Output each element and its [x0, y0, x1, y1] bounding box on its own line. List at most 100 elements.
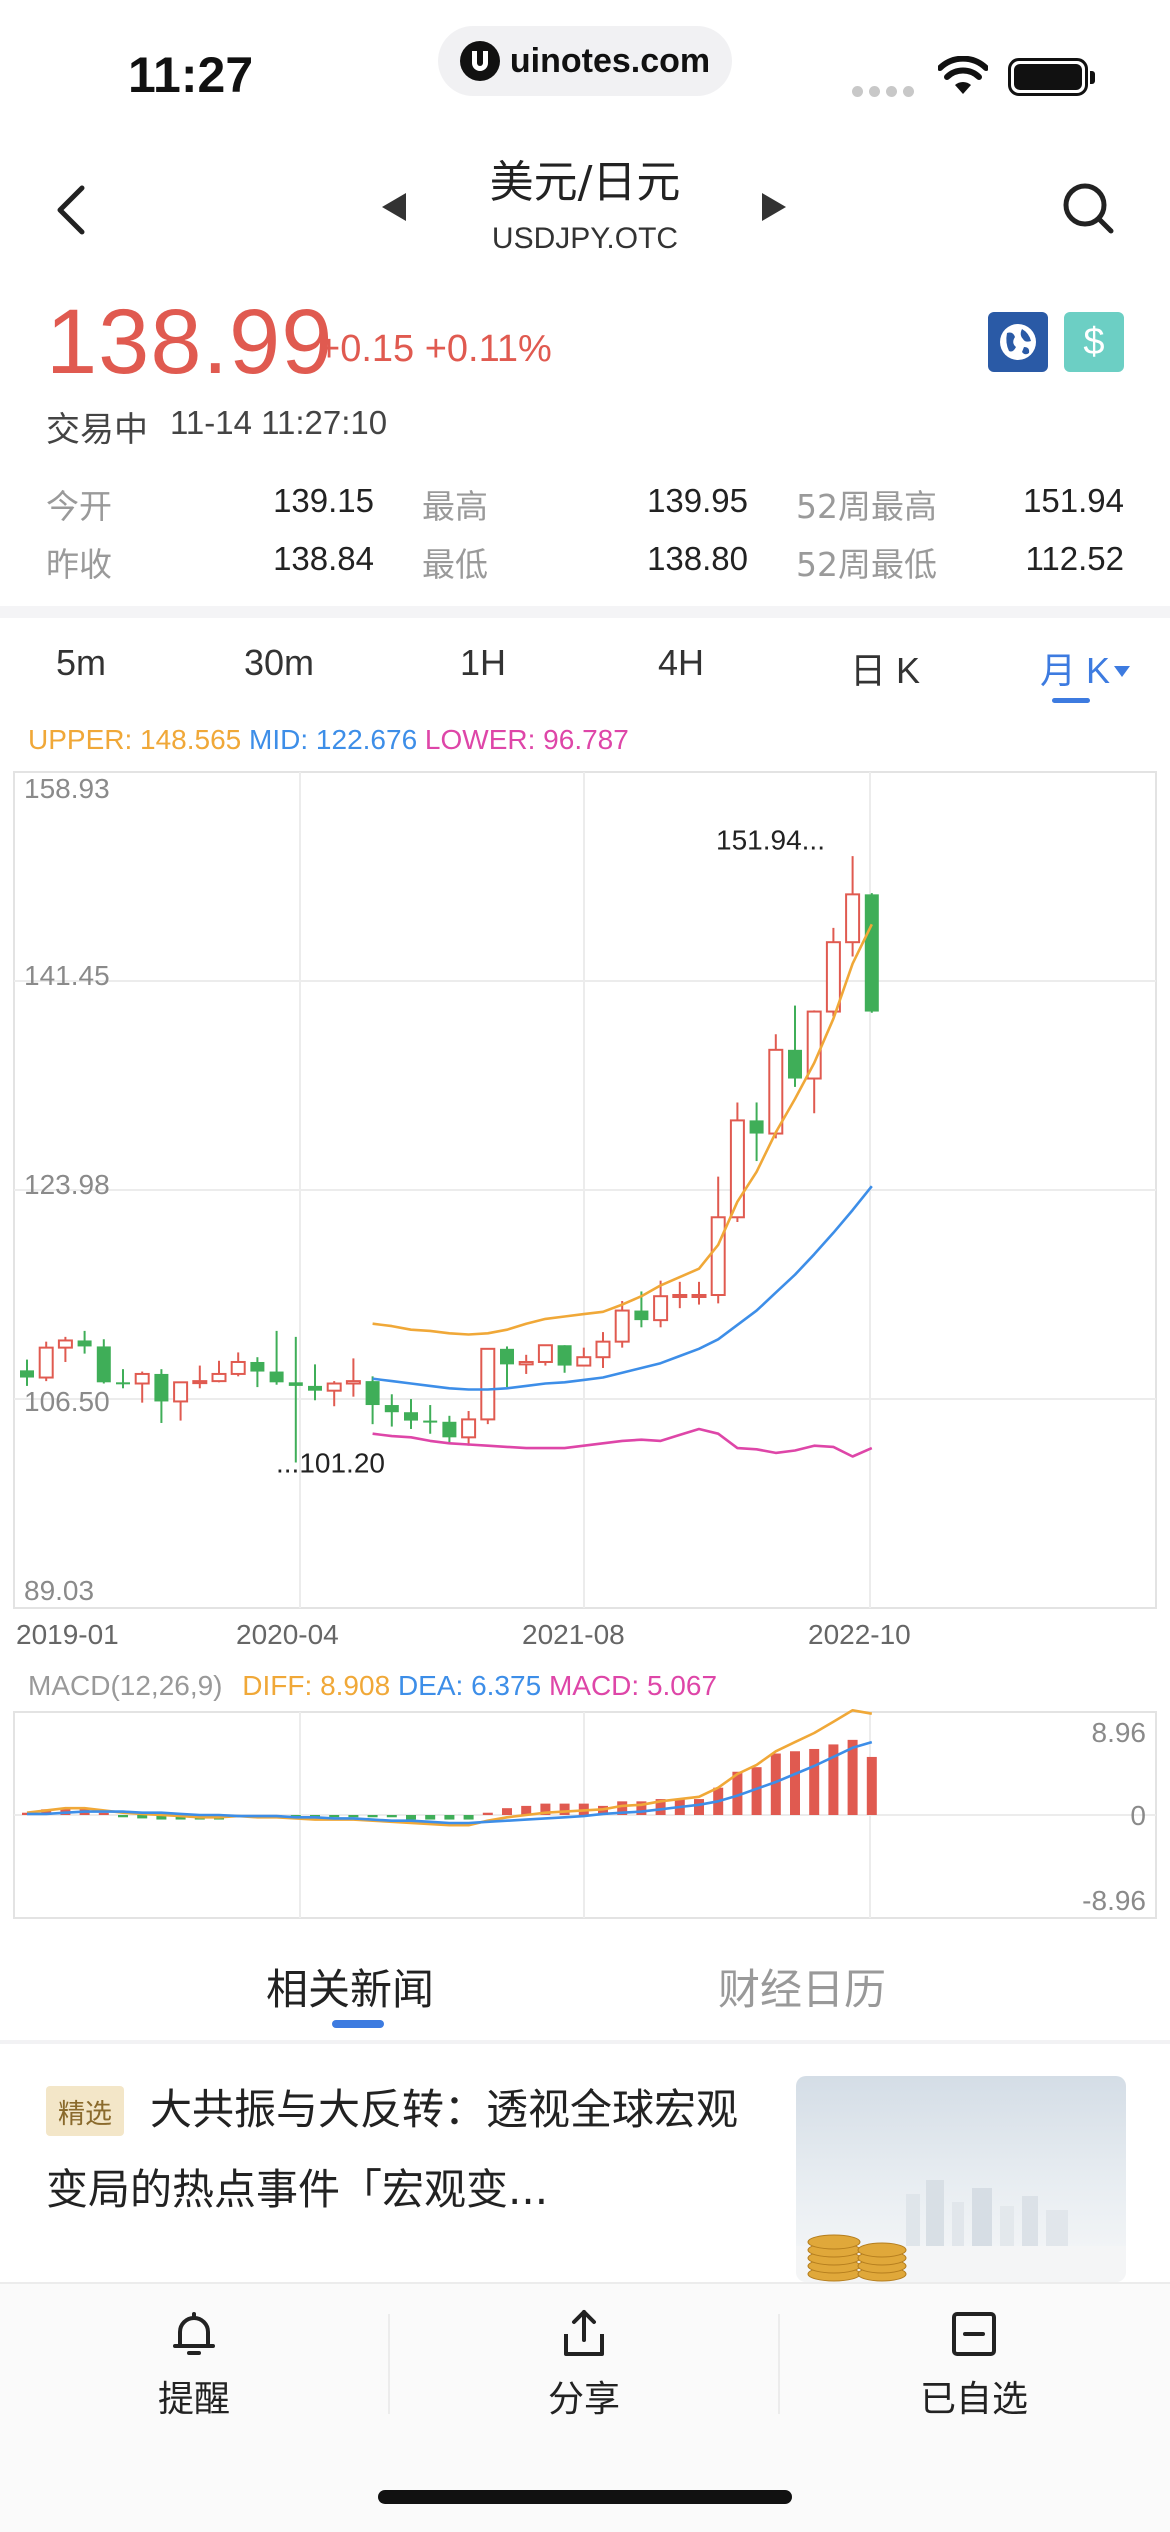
tab-4h[interactable]: 4H: [658, 642, 705, 683]
candle-down: [749, 1102, 764, 1162]
section-divider: [0, 606, 1170, 618]
candle-body: [230, 1360, 246, 1375]
candle-body: [384, 1405, 399, 1413]
candle-down: [442, 1415, 457, 1444]
price-chart[interactable]: 158.93 141.45 123.98 106.50 89.03 2019-01 2020…: [0, 760, 1170, 1920]
back-icon[interactable]: [48, 180, 94, 240]
macd-bar-positive: [790, 1751, 800, 1815]
boll-mid-value: 122.676: [315, 724, 418, 755]
macd-y-tick-label: 8.96: [1092, 1717, 1147, 1748]
candle-up: [134, 1371, 150, 1403]
macd-bar-negative: [406, 1815, 416, 1820]
macd-dea-label: DEA:: [397, 1670, 464, 1701]
macd-dea-line: [27, 1740, 873, 1825]
site-logo-icon: [459, 41, 500, 81]
stats-row-2: 昨收 138.84 最低 138.80 52周最低 112.52: [46, 538, 1126, 596]
tab-monthly-k[interactable]: 月 K: [1040, 650, 1111, 691]
candle-body: [404, 1412, 418, 1421]
boll-upper-value: 148.565: [140, 724, 242, 755]
price-change: +0.15 +0.11%: [318, 328, 552, 371]
y-tick-label: 158.93: [24, 773, 110, 804]
max-annotation: 151.94...: [716, 825, 825, 856]
bar-separator: [388, 2314, 390, 2414]
url-text: uinotes.com: [509, 41, 711, 80]
tab-1h[interactable]: 1H: [460, 642, 507, 683]
candle-down: [154, 1369, 169, 1423]
y-tick-label: 141.45: [24, 960, 110, 991]
stat-value-prev-close: 138.84: [273, 540, 374, 577]
candle-up: [326, 1381, 342, 1407]
macd-bar-negative: [367, 1815, 378, 1818]
candle-down: [77, 1330, 92, 1354]
macd-bar-positive: [502, 1808, 512, 1815]
macd-y-tick-label: 0: [1130, 1800, 1146, 1831]
globe-button[interactable]: [988, 312, 1048, 372]
alert-button[interactable]: 提醒: [64, 2306, 324, 2422]
trading-status: 交易中: [46, 410, 148, 450]
candle-body: [326, 1382, 342, 1392]
candle-down: [384, 1394, 399, 1427]
candle-body: [461, 1418, 477, 1439]
tab-economic-calendar[interactable]: 财经日历: [718, 1965, 887, 2014]
candle-body: [480, 1347, 496, 1421]
candle-up: [518, 1354, 534, 1374]
y-tick-label: 123.98: [24, 1169, 110, 1200]
stat-value-52w-high: 151.94: [1023, 482, 1124, 519]
tab-daily-k[interactable]: 日 K: [850, 650, 921, 691]
home-indicator: [378, 2490, 792, 2504]
share-button[interactable]: 分享: [454, 2306, 714, 2422]
chevron-down-icon[interactable]: [1114, 666, 1130, 677]
macd-diff-value: 8.908: [320, 1670, 391, 1701]
tab-30m[interactable]: 30m: [244, 642, 315, 683]
boll-upper-label: UPPER:: [28, 724, 133, 755]
macd-bar-positive: [540, 1803, 551, 1815]
candle-body: [116, 1382, 130, 1385]
candle-up: [173, 1381, 189, 1421]
axis-labels: 158.93 141.45 123.98 106.50 89.03 2019-01 2020…: [16, 773, 1146, 1916]
dollar-button[interactable]: $: [1064, 312, 1124, 372]
news-thumbnail[interactable]: [796, 2076, 1126, 2282]
stat-value-high: 139.95: [647, 482, 748, 519]
news-divider: [0, 2040, 1170, 2044]
candle-up: [595, 1332, 611, 1368]
next-arrow-icon[interactable]: [762, 193, 786, 221]
share-icon: [564, 2310, 604, 2356]
search-icon[interactable]: [1060, 180, 1116, 236]
featured-badge: 精选: [46, 2086, 124, 2136]
stat-value-low: 138.80: [647, 540, 748, 577]
tab-5m[interactable]: 5m: [56, 642, 107, 683]
candle-up: [345, 1358, 361, 1397]
candle-body: [288, 1382, 303, 1386]
macd-bar-negative: [425, 1815, 436, 1820]
stat-label-52w-high: 52周最高: [796, 487, 937, 526]
period-tabs: 5m 30m 1H 4H 日 K 月 K: [0, 636, 1170, 716]
change-value: +0.15: [318, 328, 415, 370]
candle-body: [38, 1346, 54, 1379]
candle-up: [461, 1411, 477, 1446]
macd-bar-positive: [617, 1801, 628, 1815]
candle-up: [845, 856, 861, 957]
boll-upper-line: [372, 923, 873, 1336]
url-pill[interactable]: uinotes.com: [438, 26, 732, 96]
candlesticks: [20, 856, 879, 1463]
stat-value-open: 139.15: [273, 482, 374, 519]
candle-down: [365, 1376, 380, 1425]
y-tick-label: 106.50: [24, 1386, 110, 1417]
macd-bar-negative: [118, 1815, 128, 1818]
candle-body: [672, 1294, 688, 1299]
watchlist-button[interactable]: 已自选: [844, 2306, 1104, 2422]
candle-body: [250, 1361, 265, 1372]
candle-body: [614, 1309, 630, 1343]
tab-related-news[interactable]: 相关新闻: [266, 1965, 435, 2014]
macd-bar-negative: [329, 1815, 340, 1818]
x-tick-label: 2021-08: [522, 1619, 625, 1650]
stats-row-1: 今开 139.15 最高 139.95 52周最高 151.94: [46, 480, 1126, 538]
candle-body: [634, 1310, 649, 1321]
prev-arrow-icon[interactable]: [382, 193, 406, 221]
stat-label-prev-close: 昨收: [46, 545, 112, 584]
x-tick-label: 2020-04: [236, 1619, 339, 1650]
macd-bar-positive: [559, 1803, 570, 1815]
news-headline[interactable]: 大共振与大反转：透视全球宏观变局的热点事件「宏观变...: [46, 2085, 739, 2214]
macd-bar-positive: [98, 1812, 109, 1815]
candle-body: [729, 1119, 745, 1219]
